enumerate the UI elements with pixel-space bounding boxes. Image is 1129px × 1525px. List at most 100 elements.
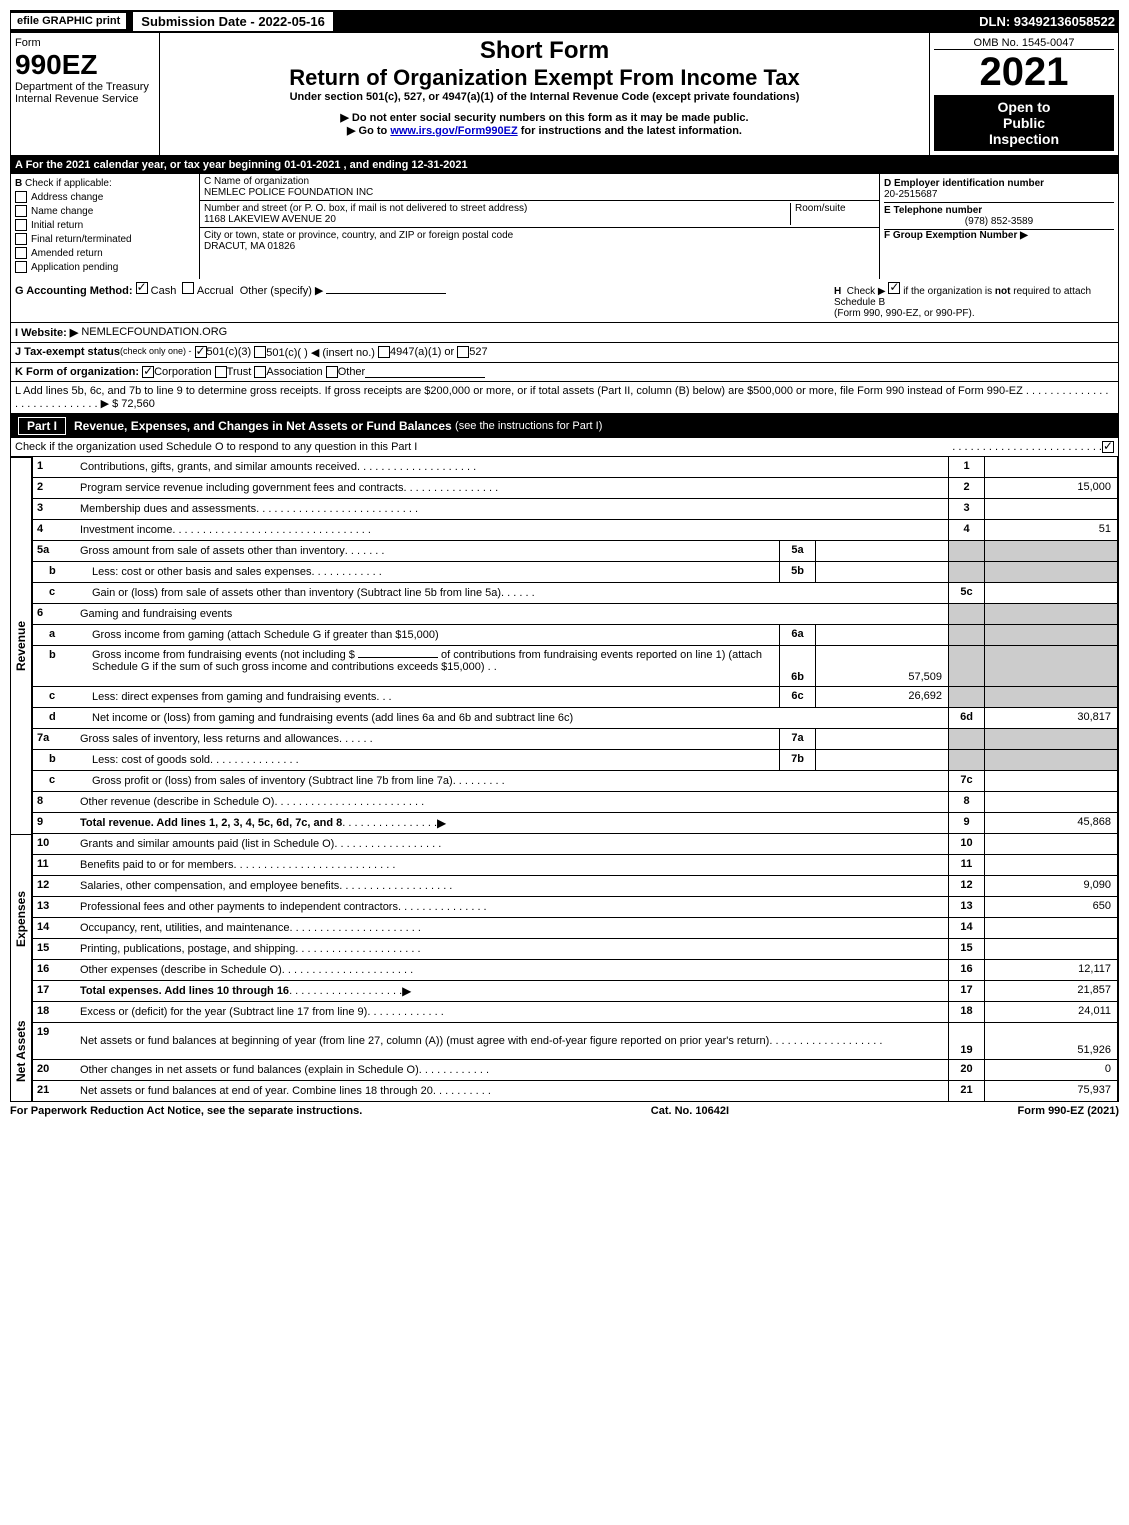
j-sub: (check only one) - xyxy=(120,346,192,359)
line-19-val: 51,926 xyxy=(984,1023,1117,1059)
line-7a: 7a Gross sales of inventory, less return… xyxy=(32,729,1118,750)
b-item-3: Final return/terminated xyxy=(31,234,132,245)
line-7b-num: b xyxy=(33,750,88,770)
line-8-val xyxy=(984,792,1117,812)
line-12: 12 Salaries, other compensation, and emp… xyxy=(32,876,1118,897)
line-18-val: 24,011 xyxy=(984,1002,1117,1022)
line-6c-subval: 26,692 xyxy=(815,687,948,707)
line-2: 2 Program service revenue including gove… xyxy=(32,478,1118,499)
checkbox-accrual[interactable] xyxy=(182,282,194,294)
checkbox-schedule-o[interactable] xyxy=(1102,441,1114,453)
checkbox-name-change[interactable] xyxy=(15,205,27,217)
checkbox-association[interactable] xyxy=(254,366,266,378)
line-6d-desc: Net income or (loss) from gaming and fun… xyxy=(92,712,573,724)
line-21-desc: Net assets or fund balances at end of ye… xyxy=(80,1085,433,1097)
line-19-rnum: 19 xyxy=(948,1023,984,1059)
column-b-checkboxes: B Check if applicable: Address change Na… xyxy=(11,174,200,279)
line-5b-subcol: 5b xyxy=(779,562,815,582)
part-i-sub: (see the instructions for Part I) xyxy=(455,420,602,432)
line-6b-num: b xyxy=(33,646,88,686)
checkbox-501c[interactable] xyxy=(254,346,266,358)
line-16-num: 16 xyxy=(33,960,76,980)
line-6b: b Gross income from fundraising events (… xyxy=(32,646,1118,687)
line-19: 19 Net assets or fund balances at beginn… xyxy=(32,1023,1118,1060)
omb-number: OMB No. 1545-0047 xyxy=(934,37,1114,50)
line-18-num: 18 xyxy=(33,1002,76,1022)
g-other: Other (specify) ▶ xyxy=(240,285,324,297)
k-other: Other xyxy=(338,366,366,378)
line-21-val: 75,937 xyxy=(984,1081,1117,1101)
line-5a-rnum-shaded xyxy=(948,541,984,561)
line-19-num: 19 xyxy=(33,1023,76,1059)
line-13-desc: Professional fees and other payments to … xyxy=(80,901,398,913)
line-6a: a Gross income from gaming (attach Sched… xyxy=(32,625,1118,646)
line-7c-val xyxy=(984,771,1117,791)
footer-right: Form 990-EZ (2021) xyxy=(1018,1105,1120,1117)
line-5a-num: 5a xyxy=(33,541,76,561)
line-6c-desc: Less: direct expenses from gaming and fu… xyxy=(92,691,376,703)
j-opt3: 4947(a)(1) or xyxy=(390,346,454,359)
checkbox-amended-return[interactable] xyxy=(15,247,27,259)
l-text: L Add lines 5b, 6c, and 7b to line 9 to … xyxy=(15,385,1023,397)
line-3: 3 Membership dues and assessments . . . … xyxy=(32,499,1118,520)
room-suite-label: Room/suite xyxy=(790,203,875,225)
form-word: Form xyxy=(15,37,155,49)
checkbox-trust[interactable] xyxy=(215,366,227,378)
line-12-desc: Salaries, other compensation, and employ… xyxy=(80,880,339,892)
j-label: J Tax-exempt status xyxy=(15,346,120,359)
checkbox-501c3[interactable] xyxy=(195,346,207,358)
g-label: G Accounting Method: xyxy=(15,285,133,297)
line-9-val: 45,868 xyxy=(984,813,1117,833)
line-6a-subval xyxy=(815,625,948,645)
form-number: 990EZ xyxy=(15,49,155,81)
h-text5: (Form 990, 990-EZ, or 990-PF). xyxy=(834,308,975,319)
org-name: NEMLEC POLICE FOUNDATION INC xyxy=(204,187,875,198)
irs-label: Internal Revenue Service xyxy=(15,93,155,105)
checkbox-initial-return[interactable] xyxy=(15,219,27,231)
efile-print-button[interactable]: efile GRAPHIC print xyxy=(10,12,127,30)
line-1-num: 1 xyxy=(33,457,76,477)
line-2-rnum: 2 xyxy=(948,478,984,498)
footer-center: Cat. No. 10642I xyxy=(651,1105,729,1117)
checkbox-application-pending[interactable] xyxy=(15,261,27,273)
checkbox-527[interactable] xyxy=(457,346,469,358)
k-assoc: Association xyxy=(266,366,322,378)
line-5b-num: b xyxy=(33,562,88,582)
line-11: 11 Benefits paid to or for members . . .… xyxy=(32,855,1118,876)
row-j-tax-exempt: J Tax-exempt status (check only one) - 5… xyxy=(10,343,1119,363)
line-17-rnum: 17 xyxy=(948,981,984,1001)
header-center: Short Form Return of Organization Exempt… xyxy=(160,33,930,155)
l-amount: ▶ $ 72,560 xyxy=(101,398,155,410)
part-i-check-text: Check if the organization used Schedule … xyxy=(15,441,952,453)
checkbox-cash[interactable] xyxy=(136,282,148,294)
line-6c-num: c xyxy=(33,687,88,707)
page-footer: For Paperwork Reduction Act Notice, see … xyxy=(10,1102,1119,1120)
part-i-check-row: Check if the organization used Schedule … xyxy=(10,438,1119,457)
line-6-desc: Gaming and fundraising events xyxy=(80,608,232,620)
line-8: 8 Other revenue (describe in Schedule O)… xyxy=(32,792,1118,813)
line-15-val xyxy=(984,939,1117,959)
checkbox-address-change[interactable] xyxy=(15,191,27,203)
irs-link[interactable]: www.irs.gov/Form990EZ xyxy=(390,125,517,137)
checkbox-final-return[interactable] xyxy=(15,233,27,245)
checkbox-corporation[interactable] xyxy=(142,366,154,378)
k-corp: Corporation xyxy=(154,366,211,378)
line-20-desc: Other changes in net assets or fund bala… xyxy=(80,1064,419,1076)
line-5a-subval xyxy=(815,541,948,561)
checkbox-other-org[interactable] xyxy=(326,366,338,378)
open-line1: Open to xyxy=(938,99,1110,115)
column-c-org: C Name of organization NEMLEC POLICE FOU… xyxy=(200,174,880,279)
g-cash: Cash xyxy=(151,285,177,297)
section-label-revenue: Revenue xyxy=(11,457,32,834)
checkbox-4947[interactable] xyxy=(378,346,390,358)
submission-date: Submission Date - 2022-05-16 xyxy=(131,10,335,33)
checkbox-schedule-b[interactable] xyxy=(888,282,900,294)
line-5b: b Less: cost or other basis and sales ex… xyxy=(32,562,1118,583)
line-9-num: 9 xyxy=(33,813,76,833)
line-6d-num: d xyxy=(33,708,88,728)
line-6b-val-shaded xyxy=(984,646,1117,686)
footer-right-post: (2021) xyxy=(1084,1105,1119,1117)
line-11-val xyxy=(984,855,1117,875)
line-10-num: 10 xyxy=(33,834,76,854)
line-14: 14 Occupancy, rent, utilities, and maint… xyxy=(32,918,1118,939)
